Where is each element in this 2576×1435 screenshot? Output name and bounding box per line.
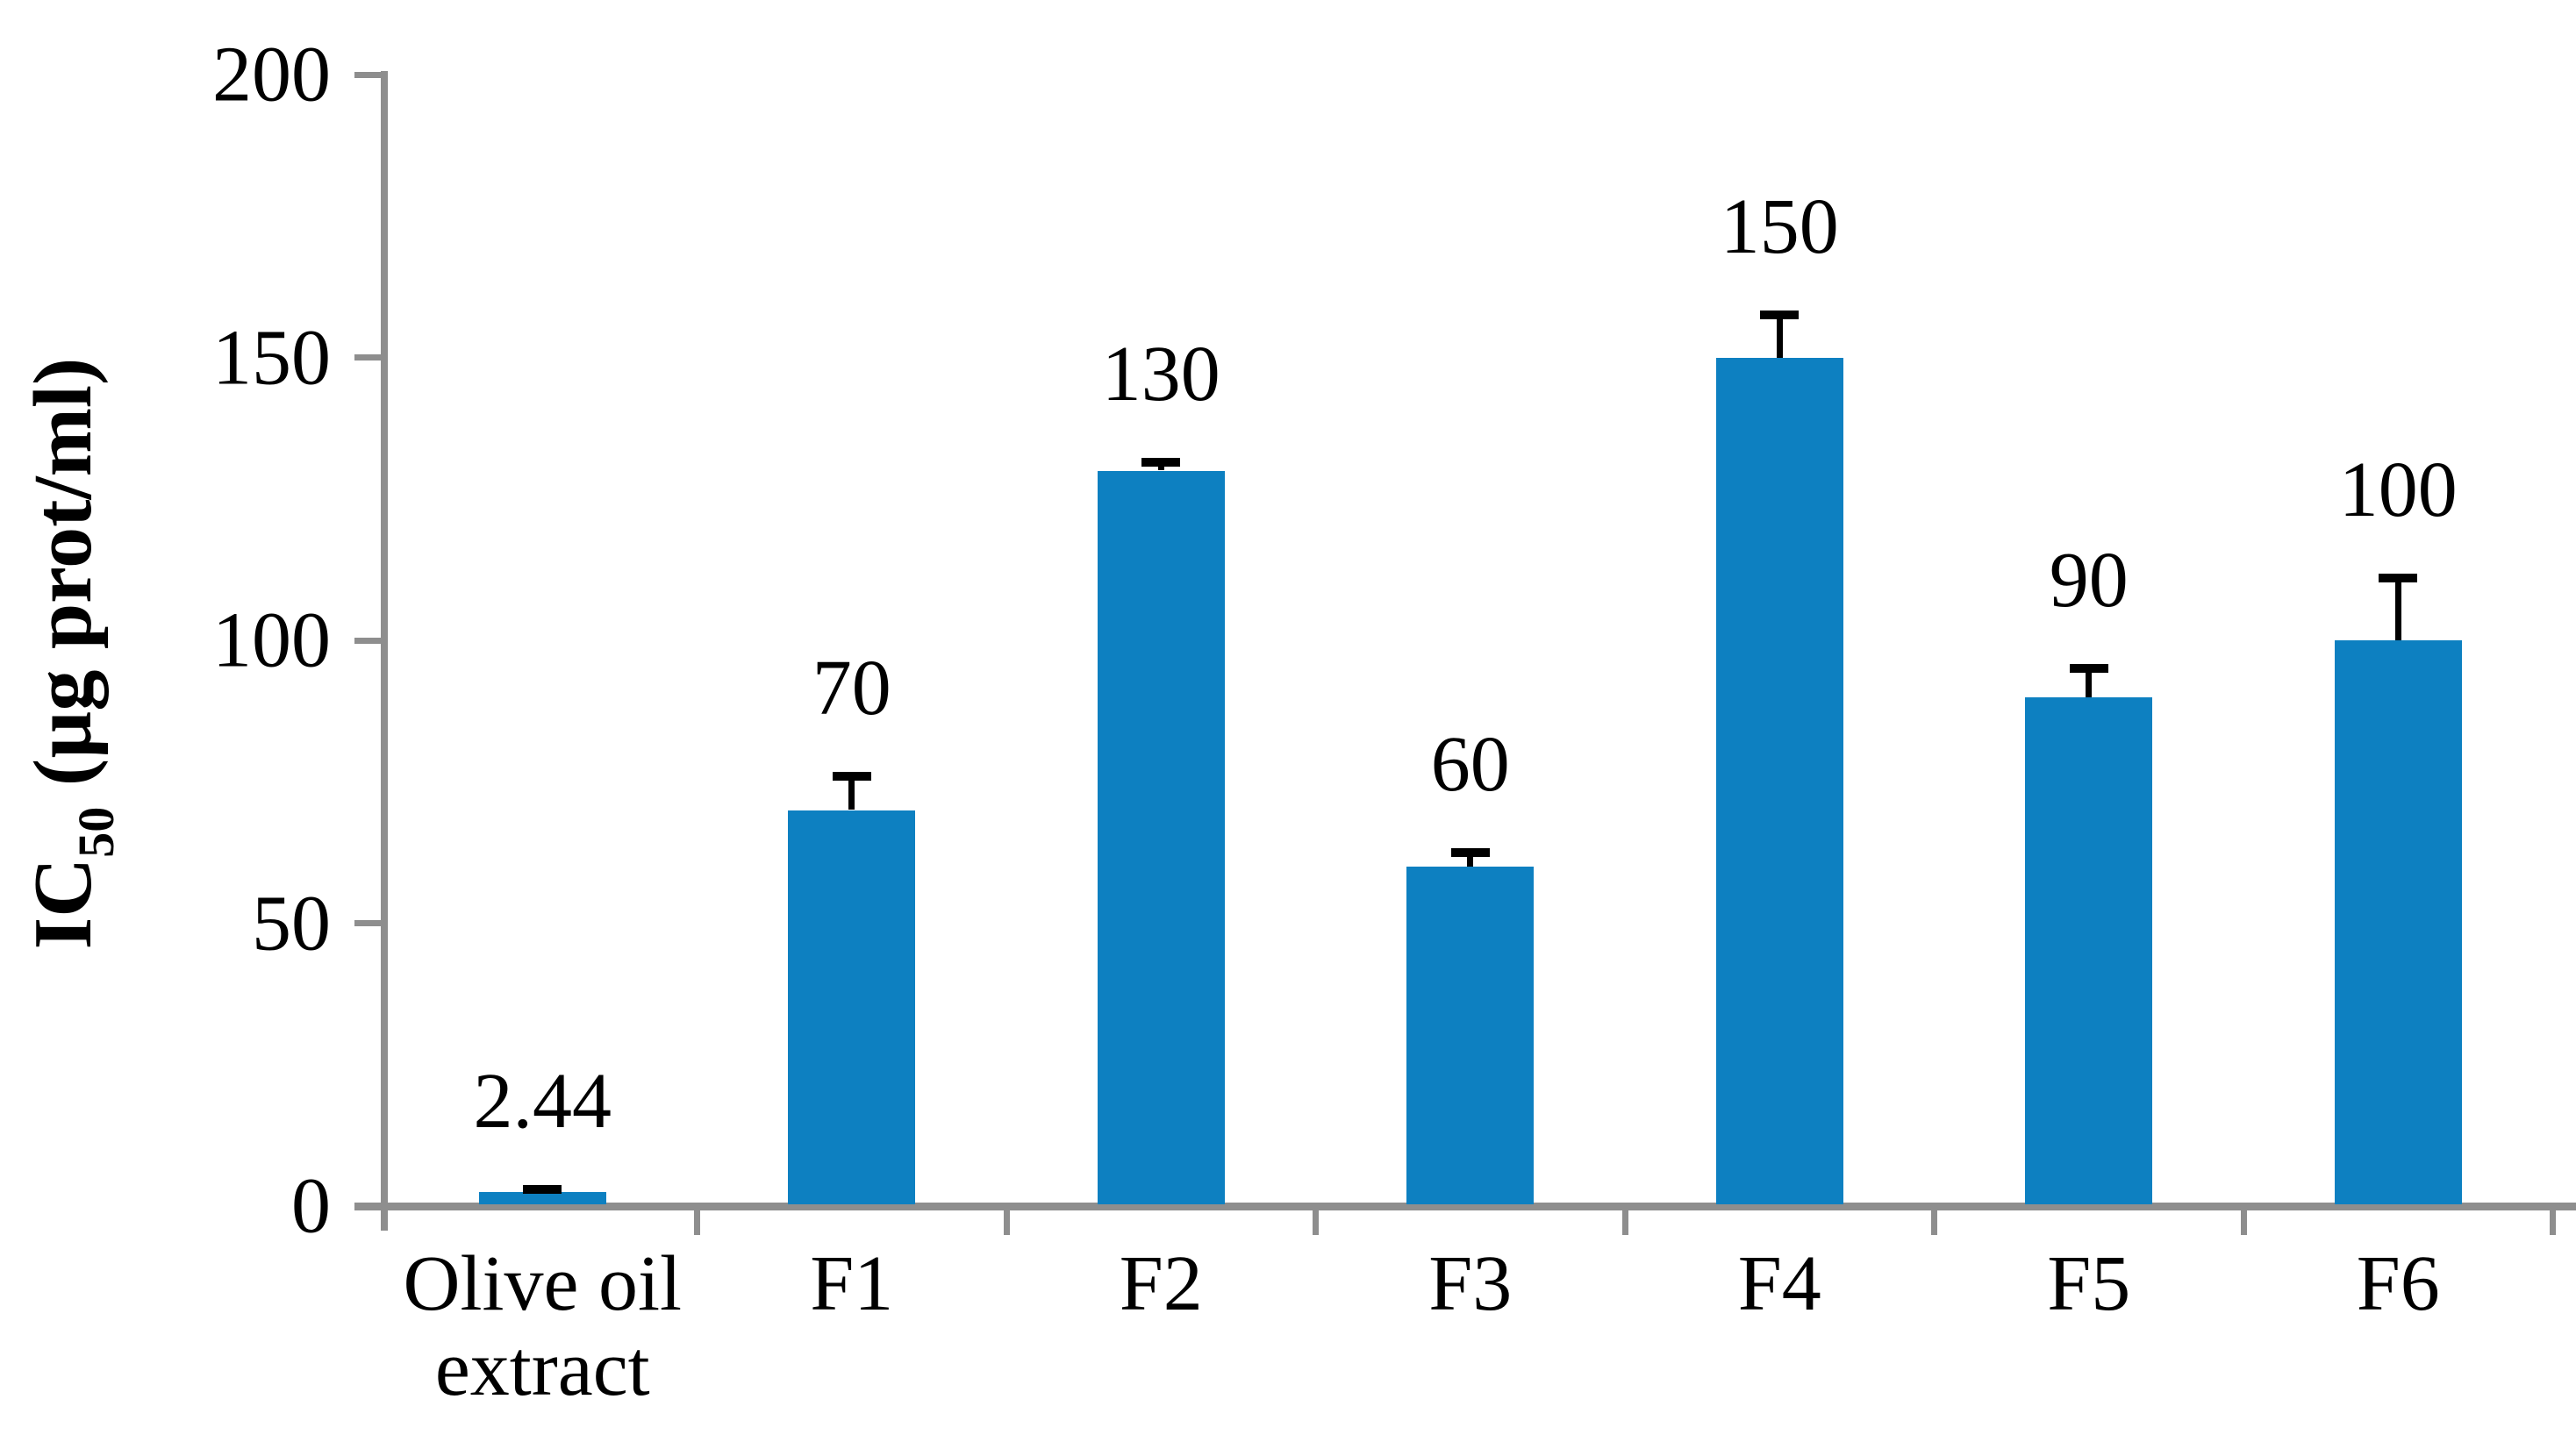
x-tick [2550, 1210, 2556, 1235]
error-bar-line [848, 775, 855, 810]
error-bar-line [2394, 578, 2401, 640]
x-category-label: F6 [2356, 1240, 2440, 1327]
x-axis-line [354, 1203, 2576, 1210]
y-tick-label: 0 [291, 1162, 331, 1250]
error-bar-cap [1141, 457, 1181, 467]
x-tick [1313, 1210, 1319, 1235]
x-category-label: F5 [2047, 1240, 2131, 1327]
bar-value-label: 70 [812, 644, 891, 732]
x-tick [694, 1210, 700, 1235]
error-bar-line [1467, 852, 1474, 867]
bar [788, 810, 916, 1204]
y-tick-label: 150 [212, 314, 331, 401]
bar [1097, 470, 1225, 1204]
error-bar-cap [2069, 664, 2108, 674]
bar-value-label: 60 [1430, 720, 1510, 808]
bar [2025, 696, 2153, 1204]
bar [2334, 640, 2462, 1204]
y-tick-label: 200 [212, 31, 331, 118]
error-bar-line [1776, 315, 1783, 358]
x-category-label: F4 [1737, 1240, 1821, 1327]
x-tick [1931, 1210, 1937, 1235]
error-bar-cap [1450, 847, 1490, 857]
bar-value-label: 150 [1720, 183, 1839, 271]
y-tick [354, 637, 381, 644]
x-tick [1003, 1210, 1010, 1235]
x-category-label: F1 [810, 1240, 894, 1327]
bar [1406, 867, 1535, 1204]
y-axis-line [381, 71, 388, 1231]
error-bar-line [2086, 668, 2093, 697]
error-bar-cap [2379, 574, 2418, 583]
x-category-label: F2 [1119, 1240, 1203, 1327]
bar-value-label: 90 [2049, 537, 2129, 625]
bar [1715, 357, 1843, 1204]
y-axis-title-suffix: (µg prot/ml) [18, 357, 109, 807]
y-tick [354, 920, 381, 926]
x-category-label: F3 [1428, 1240, 1513, 1327]
error-bar-cap [523, 1185, 562, 1195]
bar-value-label: 100 [2338, 446, 2458, 534]
x-tick [1621, 1210, 1628, 1235]
y-axis-title-subscript: 50 [67, 806, 125, 858]
y-tick-label: 100 [212, 596, 331, 684]
y-tick [354, 71, 381, 78]
bar-value-label: 130 [1101, 330, 1220, 418]
x-tick [2240, 1210, 2247, 1235]
y-tick [354, 354, 381, 361]
error-bar-cap [1760, 311, 1800, 320]
error-bar-cap [832, 771, 871, 781]
bar-value-label: 2.44 [473, 1058, 612, 1146]
y-tick-label: 50 [252, 880, 331, 967]
x-category-label: Olive oil extract [403, 1240, 682, 1413]
bar [478, 1192, 606, 1204]
